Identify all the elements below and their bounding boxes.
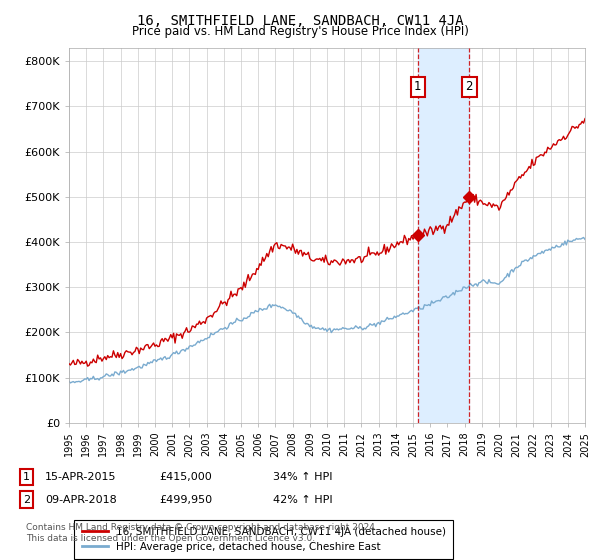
Text: £415,000: £415,000 — [159, 472, 212, 482]
Text: Contains HM Land Registry data © Crown copyright and database right 2024.
This d: Contains HM Land Registry data © Crown c… — [26, 524, 378, 543]
Text: 2: 2 — [466, 81, 473, 94]
Text: 15-APR-2015: 15-APR-2015 — [45, 472, 116, 482]
Text: 09-APR-2018: 09-APR-2018 — [45, 494, 117, 505]
Text: 1: 1 — [414, 81, 422, 94]
Text: Price paid vs. HM Land Registry's House Price Index (HPI): Price paid vs. HM Land Registry's House … — [131, 25, 469, 38]
Text: 34% ↑ HPI: 34% ↑ HPI — [273, 472, 332, 482]
Bar — [418, 48, 469, 423]
Text: £499,950: £499,950 — [159, 494, 212, 505]
Text: 16, SMITHFIELD LANE, SANDBACH, CW11 4JA: 16, SMITHFIELD LANE, SANDBACH, CW11 4JA — [137, 14, 463, 28]
Text: 42% ↑ HPI: 42% ↑ HPI — [273, 494, 332, 505]
Text: 2: 2 — [23, 494, 30, 505]
Text: 1: 1 — [23, 472, 30, 482]
Legend: 16, SMITHFIELD LANE, SANDBACH, CW11 4JA (detached house), HPI: Average price, de: 16, SMITHFIELD LANE, SANDBACH, CW11 4JA … — [74, 520, 453, 559]
